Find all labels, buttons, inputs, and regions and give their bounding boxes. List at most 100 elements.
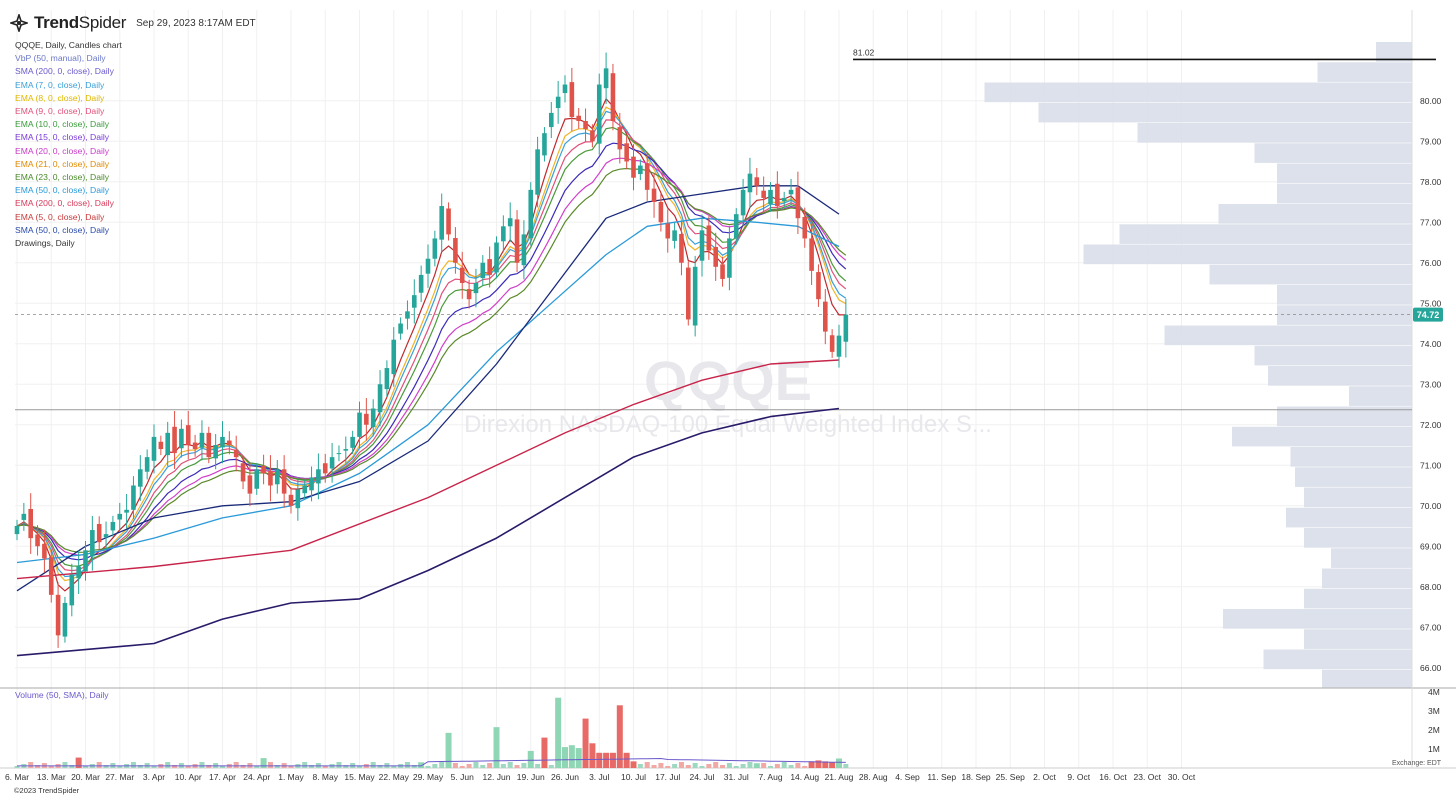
volume-bar (391, 766, 397, 768)
candle-body (322, 463, 328, 474)
ema-line (16, 97, 846, 592)
volume-bar (568, 745, 575, 768)
date-tick-label: 18. Sep (961, 772, 991, 782)
candle-body (775, 183, 780, 207)
legend-item[interactable]: QQQE, Daily, Candles chart (15, 40, 122, 50)
candle-body (809, 238, 814, 271)
legend-item[interactable]: EMA (23, 0, close), Daily (15, 172, 110, 183)
legend-item[interactable]: SMA (200, 0, close), Daily (15, 66, 114, 77)
volume-bar (685, 765, 691, 768)
candle-body (90, 530, 95, 557)
sma50-line (16, 185, 840, 592)
exchange-label: Exchange: EDT (1392, 760, 1442, 767)
price-tick-label: 71.00 (1420, 460, 1442, 470)
candle-body (357, 412, 362, 437)
volume-bar (616, 705, 623, 768)
date-tick-label: 31. Jul (724, 772, 749, 782)
app-header: TrendSpider Sep 29, 2023 8:17AM EDT (10, 10, 256, 36)
watermark-name: Direxion NASDAQ-100 Equal Weighted Index… (464, 411, 992, 438)
volume-bar (28, 762, 34, 768)
legend-item[interactable]: VbP (50, manual), Daily (15, 53, 106, 64)
chart-datetime: Sep 29, 2023 8:17AM EDT (136, 17, 256, 29)
volume-bar (254, 766, 260, 768)
volume-tick-label: 4M (1428, 687, 1440, 697)
volume-profile-bar (1209, 264, 1412, 285)
volume-profile-bar (1277, 285, 1412, 305)
candle-body (699, 230, 705, 261)
volume-bar (753, 763, 760, 768)
candle-body (391, 339, 397, 375)
legend-item[interactable]: EMA (7, 0, close), Daily (15, 79, 105, 90)
candle-body (144, 457, 150, 472)
candle-body (309, 477, 314, 491)
volume-bar (747, 762, 753, 768)
volume-bar (418, 762, 425, 768)
date-tick-label: 28. Aug (859, 772, 888, 782)
candle-body (199, 432, 205, 448)
volume-bar (199, 762, 205, 768)
volume-profile-bar (1218, 204, 1412, 224)
volume-bar (609, 752, 616, 768)
legend-item[interactable]: EMA (20, 0, close), Daily (15, 145, 110, 156)
price-tick-label: 67.00 (1420, 622, 1442, 632)
candle-body (138, 469, 143, 487)
candle-body (781, 197, 787, 202)
candle-body (295, 489, 301, 509)
date-axis[interactable]: 6. Mar 13. Mar 20. Mar 27. Mar 3. Apr 10. Apr… (5, 772, 1196, 782)
legend-item[interactable]: EMA (50, 0, close), Daily (15, 185, 110, 196)
volume-bar (322, 766, 328, 768)
candle-body (590, 130, 595, 142)
candle-body (706, 225, 712, 251)
volume-bar (500, 764, 506, 768)
legend-item[interactable]: SMA (50, 0, close), Daily (15, 224, 110, 235)
candle-body (117, 513, 123, 520)
volume-bar (466, 764, 472, 768)
candle-body (795, 187, 801, 219)
candle-body (439, 206, 444, 240)
candle-body (103, 534, 109, 538)
volume-bar (514, 765, 520, 768)
legend-item[interactable]: EMA (9, 0, close), Daily (15, 106, 105, 117)
legend-item[interactable]: Drawings, Daily (15, 238, 75, 249)
candle-body (62, 602, 68, 637)
candle-body (42, 543, 47, 559)
volume-profile-bar (1331, 548, 1412, 568)
volume-bar (507, 762, 513, 768)
volume-bar (480, 765, 486, 768)
volume-bar (336, 762, 342, 768)
date-tick-label: 22. May (379, 772, 410, 782)
volume-bar (432, 764, 438, 768)
legend-item[interactable]: EMA (15, 0, close), Daily (15, 132, 110, 143)
candle-body (275, 469, 280, 485)
legend-item[interactable]: EMA (21, 0, close), Daily (15, 158, 110, 169)
candle-body (110, 521, 116, 531)
candle-body (514, 219, 520, 263)
price-tick-label: 76.00 (1420, 258, 1442, 268)
price-axis[interactable]: 66.00 67.00 68.00 69.00 70.00 71.00 72.00 73.00… (1420, 96, 1442, 673)
legend-item[interactable]: EMA (8, 0, close), Daily (15, 92, 105, 103)
candle-body (754, 177, 760, 186)
volume-bar (445, 732, 452, 768)
legend-item[interactable]: EMA (5, 0, close), Daily (15, 211, 105, 222)
volume-bar (83, 766, 88, 768)
candle-body (569, 82, 575, 117)
volume-bar (596, 752, 603, 768)
candle-body (542, 133, 547, 156)
candle-body (466, 289, 472, 300)
date-tick-label: 2. Oct (1033, 772, 1056, 782)
copyright: ©2023 TrendSpider (14, 786, 80, 795)
candle-body (494, 242, 499, 273)
volume-bar (377, 765, 383, 768)
volume-bar (651, 765, 657, 768)
volume-bar (699, 766, 705, 768)
legend-item[interactable]: EMA (200, 0, close), Daily (15, 198, 114, 209)
legend-item[interactable]: EMA (10, 0, close), Daily (15, 119, 110, 130)
volume-bar (493, 727, 500, 768)
candle-body (610, 73, 616, 121)
volume-bar (555, 697, 562, 768)
volume-profile-bar (1317, 62, 1412, 82)
date-tick-label: 24. Jul (689, 772, 714, 782)
volume-bar (220, 766, 225, 768)
volume-profile-bar (1290, 447, 1412, 467)
